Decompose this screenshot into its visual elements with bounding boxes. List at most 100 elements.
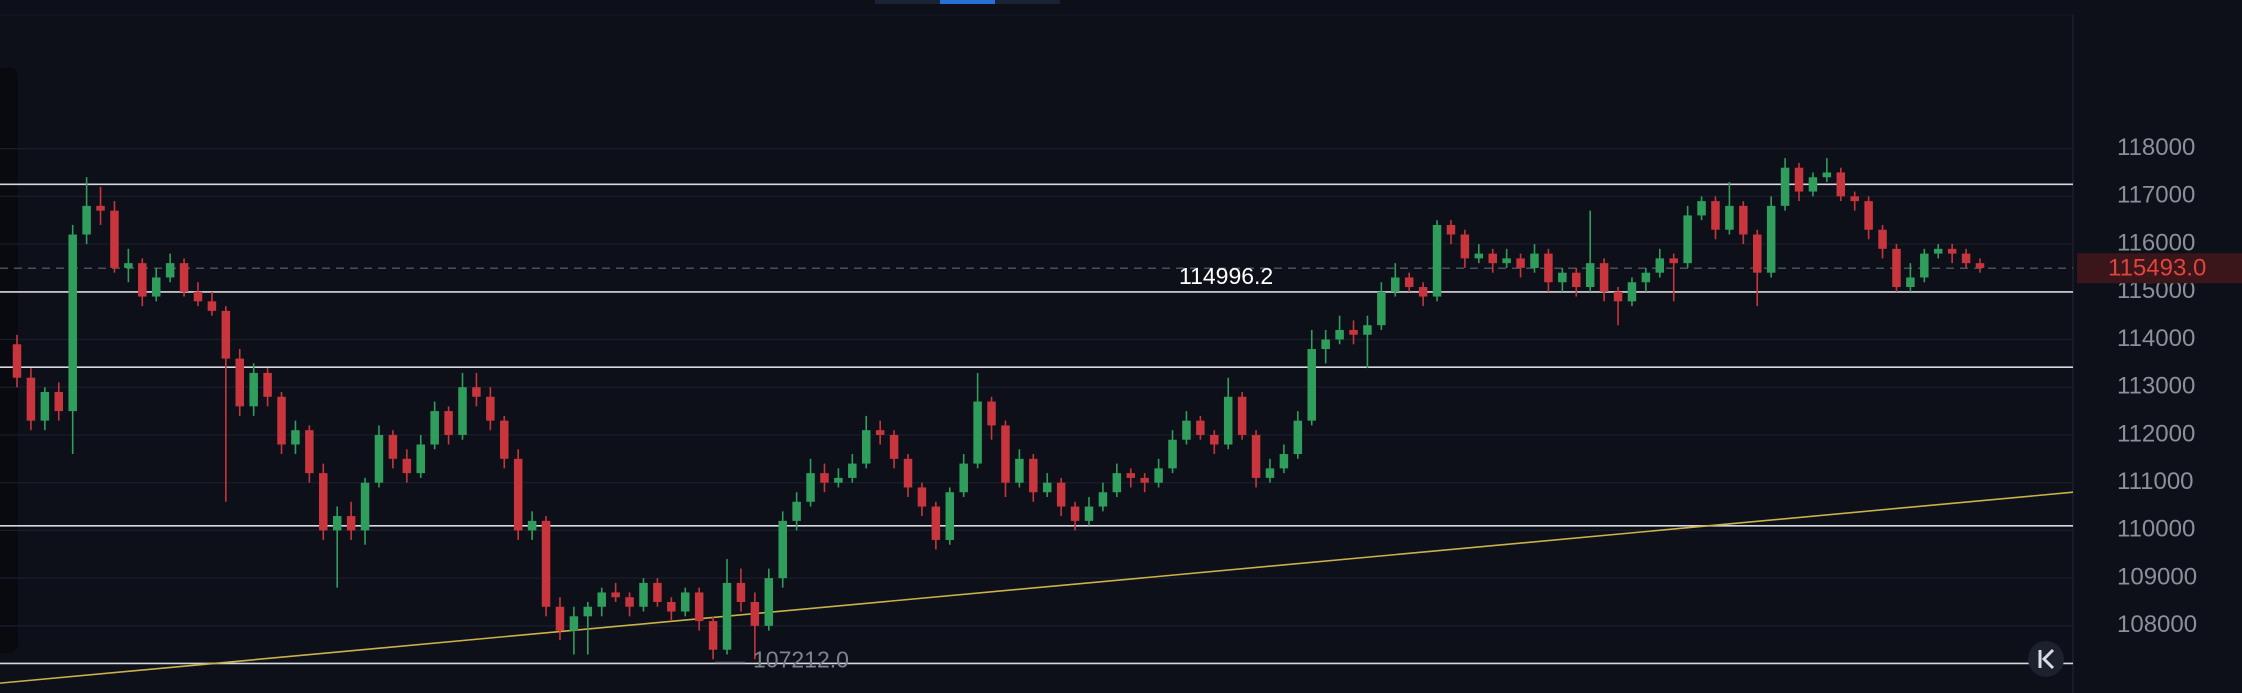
- y-tick-label: 118000: [2117, 134, 2195, 161]
- candle-body: [1460, 234, 1470, 259]
- candle-body: [1223, 396, 1233, 445]
- candle-body: [959, 463, 968, 493]
- candle-body: [1391, 277, 1400, 292]
- candle-body: [834, 477, 843, 483]
- candle-body: [1697, 201, 1706, 216]
- level-label: 107212.0: [753, 647, 849, 673]
- candle-body: [764, 578, 774, 626]
- y-tick-label: 108000: [2117, 611, 2197, 638]
- y-tick-label: 110000: [2117, 516, 2195, 543]
- candle-body: [1683, 215, 1692, 264]
- candle-body: [1613, 291, 1623, 302]
- candle-body: [597, 592, 606, 607]
- candle-body: [736, 582, 746, 602]
- candle-body: [1349, 329, 1358, 335]
- candle-body: [1363, 325, 1372, 335]
- candle-body: [569, 616, 579, 631]
- candle-body: [430, 411, 439, 445]
- y-tick-label: 113000: [2117, 373, 2195, 400]
- candle-body: [110, 210, 119, 268]
- candle-body: [1975, 263, 1985, 268]
- candle-body: [1321, 339, 1330, 350]
- candle-body: [332, 516, 342, 531]
- candle-body: [26, 377, 36, 421]
- candle-body: [1906, 277, 1915, 288]
- candle-body: [235, 358, 245, 407]
- candle-body: [1627, 282, 1637, 302]
- candle-body: [402, 458, 412, 474]
- candle-body: [1418, 287, 1428, 297]
- candle-body: [1251, 434, 1261, 478]
- candle-body: [319, 473, 328, 531]
- candle-body: [221, 310, 231, 359]
- candle-body: [1920, 253, 1929, 278]
- candle-body: [1432, 224, 1442, 297]
- candle-body: [973, 401, 982, 464]
- candle-body: [1126, 473, 1136, 478]
- candle-body: [1878, 229, 1887, 249]
- candle-body: [179, 263, 189, 292]
- y-tick-label: 114000: [2117, 325, 2195, 352]
- candle-body: [291, 430, 300, 445]
- candle-body: [1822, 172, 1832, 178]
- candle-body: [1488, 253, 1497, 264]
- candle-body: [1279, 454, 1289, 469]
- last-price-label: 115493.0: [2108, 255, 2206, 282]
- candle-body: [124, 263, 133, 268]
- candle-body: [611, 592, 620, 598]
- candle-body: [917, 487, 927, 507]
- candle-body: [416, 444, 425, 474]
- candle-body: [861, 430, 871, 464]
- candle-body: [639, 582, 648, 607]
- collapse-button[interactable]: [2028, 641, 2064, 677]
- candle-body: [1808, 177, 1818, 192]
- candle-body: [1377, 291, 1386, 326]
- candle-body: [1404, 277, 1414, 288]
- candle-body: [1182, 420, 1191, 440]
- candle-body: [1669, 258, 1678, 264]
- candle-body: [1015, 458, 1024, 483]
- candle-body: [708, 621, 718, 650]
- candle-body: [207, 301, 217, 311]
- candle-body: [1572, 272, 1581, 288]
- candle-body: [541, 520, 551, 607]
- candle-body: [1766, 205, 1776, 273]
- candle-body: [1154, 468, 1163, 483]
- candle-body: [848, 463, 857, 478]
- candle-body: [889, 434, 899, 459]
- candle-body: [263, 372, 272, 397]
- candle-body: [1752, 234, 1762, 273]
- candle-body: [1933, 248, 1943, 254]
- candle-body: [68, 234, 77, 412]
- top-tab-active: [940, 0, 995, 4]
- candle-body: [305, 430, 314, 474]
- y-tick-label: 109000: [2117, 563, 2197, 590]
- candle-body: [931, 506, 941, 540]
- candle-body: [667, 601, 676, 612]
- candle-body: [249, 372, 258, 407]
- candle-body: [555, 606, 565, 631]
- candle-body: [1516, 258, 1525, 268]
- candle-body: [653, 582, 662, 602]
- candle-body: [1070, 506, 1080, 521]
- candle-body: [1530, 253, 1539, 268]
- candle-body: [1725, 205, 1734, 230]
- candle-body: [138, 263, 147, 297]
- candle-body: [193, 291, 203, 302]
- candle-body: [1098, 492, 1108, 507]
- candle-body: [1084, 506, 1094, 521]
- candle-body: [1947, 248, 1957, 254]
- candle-body: [1780, 167, 1790, 206]
- candle-body: [1641, 272, 1651, 283]
- candle-body: [1655, 258, 1665, 273]
- button-icon[interactable]: [2038, 648, 2055, 670]
- candle-body: [388, 434, 398, 459]
- y-tick-label: 117000: [2117, 182, 2195, 209]
- candle-body: [722, 582, 732, 650]
- candle-body: [1210, 434, 1219, 445]
- candle-body: [458, 387, 467, 435]
- candle-body: [1042, 482, 1052, 493]
- candle-body: [1293, 420, 1303, 455]
- y-tick-label: 111000: [2117, 468, 2194, 495]
